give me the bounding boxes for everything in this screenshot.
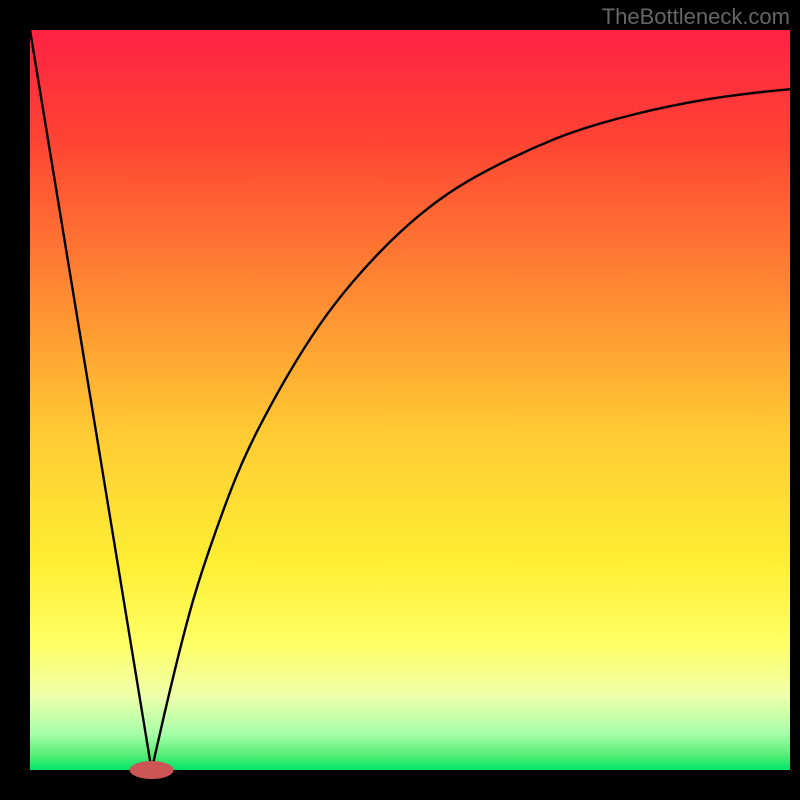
chart-container: TheBottleneck.com	[0, 0, 800, 800]
bottleneck-chart	[0, 0, 800, 800]
watermark-text: TheBottleneck.com	[602, 4, 790, 30]
